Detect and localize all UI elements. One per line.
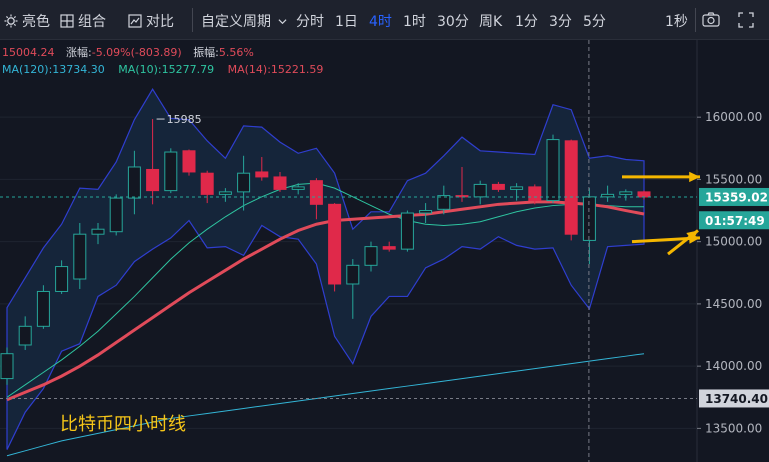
ma-info-row: MA(120):13734.30 MA(10):15277.79 MA(14):… [2,63,323,76]
candle-body [146,168,160,192]
fullscreen-button[interactable] [738,12,754,30]
ma-line-ma10 [6,182,644,398]
candle-body [55,266,69,292]
candle-body [237,172,251,193]
price-tag-bg-timer [699,211,769,230]
candle-body [382,246,396,250]
candle-body [200,172,214,195]
period-tab-4h[interactable]: 4时 [369,14,392,30]
candle-body [109,197,123,233]
candle-body [255,171,269,178]
candle-body [564,140,578,235]
candle-body [91,228,105,235]
chart-title: 比特币四小时线 [60,414,186,435]
candle-body [328,203,342,285]
chart-toolbar: 亮色 组合 对比 自定义周期 分时 1日 4时 1时 30分 周K 1分 3分 … [0,0,769,40]
period-tab-1d[interactable]: 1日 [335,14,358,30]
fullscreen-icon [738,12,754,28]
candle-body [127,166,141,199]
candle-body [291,186,305,190]
y-tick-label: 15500.00 [705,172,762,186]
ma-line-ma14 [6,200,645,402]
theme-label: 亮色 [22,14,50,30]
change-label: 涨幅: [66,46,92,59]
price-tag-timer: 01:57:49 [705,214,765,228]
candle-body [510,186,524,190]
candle-body [473,183,487,198]
candle-body [182,150,196,173]
candle-body [218,191,232,195]
candle-body [36,290,50,327]
candle-body [73,233,87,280]
period-tab-1w[interactable]: 周K [479,14,503,30]
candle-body [619,191,633,195]
compare-button[interactable]: 对比 [128,11,174,31]
compose-label: 组合 [78,14,106,30]
compare-label: 对比 [146,14,174,30]
y-tick-label: 16000.00 [705,110,762,124]
change-value: -5.09%(-803.89) [91,46,182,59]
amplitude-label: 振幅: [193,46,219,59]
candle-body [419,210,433,214]
sun-icon [4,14,18,28]
arrow-timer-head [686,230,698,242]
toolbar-divider-right [695,8,696,32]
candlestick-chart[interactable]: 16000.00 15500.00 15000.00 14500.00 14000.00… [0,40,769,462]
compose-button[interactable]: 组合 [60,11,106,31]
period-tab-30m[interactable]: 30分 [437,14,469,30]
candle-body [437,195,451,210]
camera-icon [702,12,720,27]
ma14-readout: MA(14):15221.59 [227,63,324,76]
period-tab-1h[interactable]: 1时 [403,14,426,30]
custom-period-label: 自定义周期 [201,14,271,30]
price-tag-bg-last [699,187,769,206]
price-tag-last: 15359.02 [705,190,768,204]
price-info-row: 15004.24 涨幅:-5.09%(-803.89) 振幅:5.56% [2,44,254,60]
candle-body [18,325,32,346]
ma-line-ma120 [6,353,645,457]
snapshot-button[interactable] [702,12,720,29]
amplitude-value: 5.56% [218,46,254,59]
ma120-readout: MA(120):13734.30 [2,63,105,76]
period-tab-1m[interactable]: 1分 [515,14,538,30]
arrow-resistance-head [689,171,700,183]
toolbar-divider [192,8,193,32]
custom-period-dropdown[interactable]: 自定义周期 [201,11,291,31]
ma10-readout: MA(10):15277.79 [118,63,215,76]
candle-body [528,186,542,202]
layout-grid-icon [60,14,74,28]
compare-icon [128,14,142,28]
price-tag-bg-ma120 [699,389,769,408]
candle-body [309,180,323,205]
chevron-down-icon [278,19,287,25]
candle-body [0,353,14,380]
period-tab-5m[interactable]: 5分 [583,14,606,30]
countdown-label[interactable]: 1秒 [665,14,688,30]
candle-body [273,176,287,190]
price-tag-ma120: 13740.40 [705,392,768,406]
candle-body [637,191,651,198]
candle-body [546,139,560,202]
current-price: 15004.24 [2,46,55,59]
y-tick-label: 15000.00 [705,235,762,249]
y-tick-label: 14500.00 [705,297,762,311]
candle-body [364,246,378,266]
high-marker-label: 15985 [167,113,202,126]
period-tab-3m[interactable]: 3分 [549,14,572,30]
candle-body [164,151,178,192]
candle-body [491,183,505,190]
period-tab-timeshare[interactable]: 分时 [296,14,324,30]
candle-body [400,212,414,250]
candle-body [346,264,360,285]
y-tick-label: 13500.00 [705,421,762,435]
theme-toggle[interactable]: 亮色 [4,11,50,31]
y-tick-label: 14000.00 [705,359,762,373]
